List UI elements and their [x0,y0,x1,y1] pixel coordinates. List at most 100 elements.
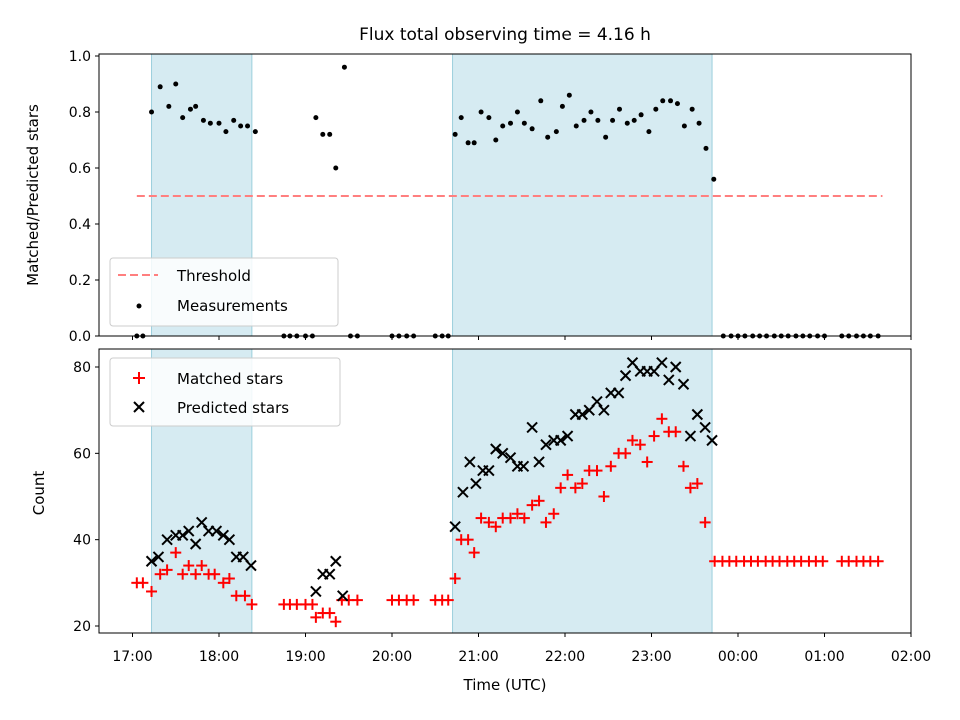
matched-star-point [562,469,574,481]
predicted-star-point [706,434,718,447]
bottom-y-axis-label: Count [30,471,48,516]
measurement-point [327,131,333,137]
measurement-point [207,120,213,126]
matched-star-point [540,516,552,528]
matched-star-point [591,465,603,477]
predicted-star-point [457,486,469,498]
matched-star-point [656,413,668,425]
measurement-point [149,109,155,115]
matched-star-point [196,560,208,572]
predicted-star-point [195,516,208,529]
predicted-star-point [598,404,610,416]
predicted-star-point [490,443,502,455]
measurement-point [173,81,179,87]
x-tick-label: 19:00 [285,649,325,665]
matched-star-point [641,456,653,468]
measurement-point [631,117,637,123]
measurement-point [341,64,347,70]
measurement-point [538,98,544,104]
predicted-star-point [223,533,236,546]
predicted-star-point [663,374,675,386]
predicted-star-point [210,525,223,537]
predicted-star-point [561,430,574,442]
top-y-tick-label: 1.0 [69,49,91,65]
bottom-legend: Matched stars Predicted stars [109,357,341,427]
measurement-point [674,101,680,107]
legend-predicted-swatch [133,401,145,413]
predicted-star-point [699,421,711,434]
measurement-point [320,131,326,137]
matched-star-point [239,590,251,602]
legend-matched-swatch [133,372,145,384]
matched-star-point [351,594,363,606]
measurement-point [180,115,186,121]
measurement-point [458,115,464,121]
measurement-point [559,103,565,109]
matched-star-point [306,598,318,610]
matched-star-point [217,577,229,589]
bottom-y-tick-label: 80 [73,360,91,376]
matched-star-point [408,594,420,606]
matched-star-point [699,516,711,528]
top-y-tick-label: 0.8 [69,105,91,121]
measurement-point [238,123,244,129]
measurement-point [566,92,572,98]
matched-star-point [684,482,696,494]
matched-star-point [468,547,480,559]
matched-star-point [648,430,660,442]
predicted-star-point [619,369,632,382]
measurement-point [216,120,222,126]
predicted-star-point [324,568,336,580]
predicted-star-point [336,590,349,602]
predicted-star-point [183,525,195,537]
predicted-star-point [612,387,625,399]
matched-star-point [177,568,189,580]
matched-star-point [817,555,829,567]
observing-interval-2 [452,348,713,634]
measurement-point [668,98,674,104]
predicted-star-point [526,421,538,434]
measurement-point [252,129,258,135]
measurement-point [696,120,702,126]
measurement-point [452,131,458,137]
top-x-ticks [132,336,912,340]
matched-star-point [634,439,646,451]
matched-star-point [678,460,690,472]
matched-star-point [223,573,235,585]
predicted-star-point [145,555,158,567]
measurement-point [681,123,687,129]
matched-star-point [449,573,461,585]
legend-matched-label: Matched stars [177,370,283,388]
predicted-star-point [691,408,704,421]
predicted-star-point [591,395,603,408]
measurement-point [646,129,652,135]
top-y-tick-label: 0.6 [69,161,91,177]
matched-star-point [183,560,195,572]
measurement-point [471,140,477,146]
matched-star-point [598,491,610,502]
matched-star-point [576,478,588,490]
measurement-point [573,123,579,129]
measurement-point [231,117,237,123]
predicted-star-point [470,477,482,490]
measurement-point [581,117,587,123]
matched-star-point [691,478,703,490]
matched-star-point [209,568,221,580]
top-panel: 0.0 0.2 0.4 0.6 0.8 1.0 Matched/Predicted sta… [24,49,912,345]
chart-title: Flux total observing time = 4.16 h [359,25,651,45]
measurement-point [166,103,172,109]
measurement-point [478,109,484,115]
matched-star-point [190,568,202,580]
x-tick-label: 21:00 [458,649,498,665]
x-axis-label: Time (UTC) [463,676,547,694]
matched-star-point [511,508,523,520]
measurement-point [529,126,535,132]
predicted-star-point [245,559,257,572]
bottom-legend-box [109,357,341,427]
x-tick-label: 17:00 [112,649,152,665]
predicted-star-point [540,438,552,451]
matched-star-point [533,495,545,507]
top-y-tick-label: 0.2 [69,273,91,289]
measurement-point [703,145,709,151]
